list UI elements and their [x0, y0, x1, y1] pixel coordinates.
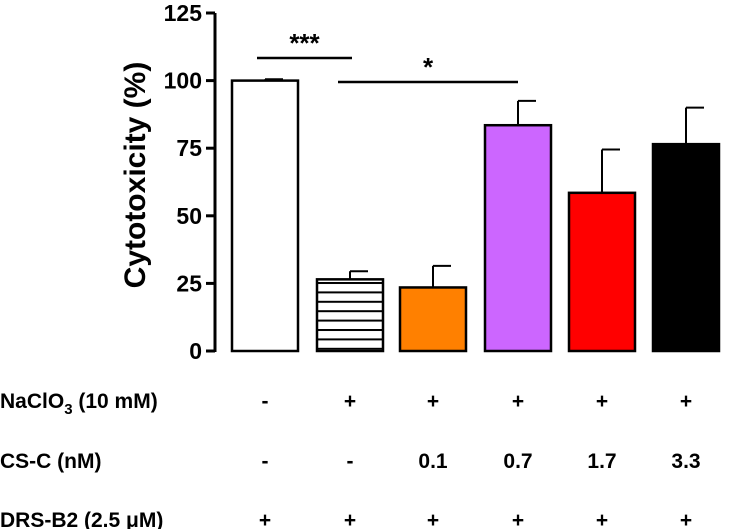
condition-value-r3-c6: +: [680, 509, 692, 529]
y-tick-label-50: 50: [176, 203, 202, 229]
condition-label-2: CS-C (nM): [0, 450, 101, 473]
bar-5: [567, 191, 637, 353]
condition-label-suffix: μM): [126, 509, 163, 529]
condition-value-r2-c2: -: [347, 450, 354, 473]
condition-value-r2-c3: 0.1: [418, 450, 448, 473]
condition-value-r3-c3: +: [427, 509, 439, 529]
condition-value-r1-c6: +: [680, 390, 692, 413]
condition-value-r3-c4: +: [512, 509, 524, 529]
condition-value-r2-c6: 3.3: [671, 450, 700, 473]
condition-label-3: DRS-B2 (2.5 μM): [0, 509, 163, 529]
bar-3: [398, 286, 468, 353]
condition-label-subscript: 3: [64, 401, 72, 418]
condition-value-r3-c2: +: [344, 509, 356, 529]
condition-value-r3-c1: +: [259, 509, 271, 529]
significance-annotations: ****: [257, 28, 518, 84]
y-axis: 0 25 50 75 100 125: [164, 0, 217, 364]
bar-1: [230, 79, 300, 353]
condition-table: NaClO3 (10 mM) - + + + + + CS-C (nM) - - 0.1 0.7 1.7…: [0, 390, 701, 529]
condition-label-1: NaClO3 (10 mM): [0, 390, 158, 418]
condition-value-r1-c3: +: [427, 390, 439, 413]
condition-label-text: CS-C (nM): [0, 450, 101, 473]
condition-label-text: DRS-B2 (2.5: [0, 509, 126, 529]
y-tick-label-0: 0: [189, 338, 202, 364]
significance-label-1: ***: [289, 28, 320, 58]
significance-label-2: *: [423, 52, 434, 82]
y-tick-label-100: 100: [164, 68, 202, 94]
condition-value-r2-c1: -: [262, 450, 269, 473]
condition-label-text: NaClO: [0, 390, 64, 413]
bars: [230, 79, 721, 353]
condition-value-r1-c1: -: [262, 390, 269, 413]
bar-4: [483, 123, 553, 353]
condition-value-r2-c4: 0.7: [503, 450, 532, 473]
condition-value-r1-c2: +: [344, 390, 356, 413]
y-tick-label-125: 125: [164, 0, 203, 26]
condition-value-r1-c5: +: [596, 390, 608, 413]
condition-value-r2-c5: 1.7: [587, 450, 616, 473]
error-bars: [264, 78, 704, 288]
y-tick-label-75: 75: [176, 135, 202, 161]
condition-label-suffix: (10 mM): [73, 390, 158, 413]
condition-value-r1-c4: +: [512, 390, 524, 413]
bar-2: [315, 278, 385, 353]
y-tick-label-25: 25: [176, 270, 202, 296]
condition-value-r3-c5: +: [596, 509, 608, 529]
bar-6: [651, 142, 721, 353]
y-axis-label: Cytotoxicity (%): [119, 62, 152, 289]
